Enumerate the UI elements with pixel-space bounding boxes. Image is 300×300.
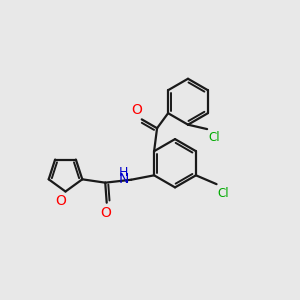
- Text: N: N: [119, 172, 129, 186]
- Text: O: O: [131, 103, 142, 117]
- Text: H: H: [119, 166, 128, 179]
- Text: Cl: Cl: [208, 131, 220, 144]
- Text: Cl: Cl: [218, 187, 230, 200]
- Text: O: O: [55, 194, 66, 208]
- Text: O: O: [100, 206, 111, 220]
